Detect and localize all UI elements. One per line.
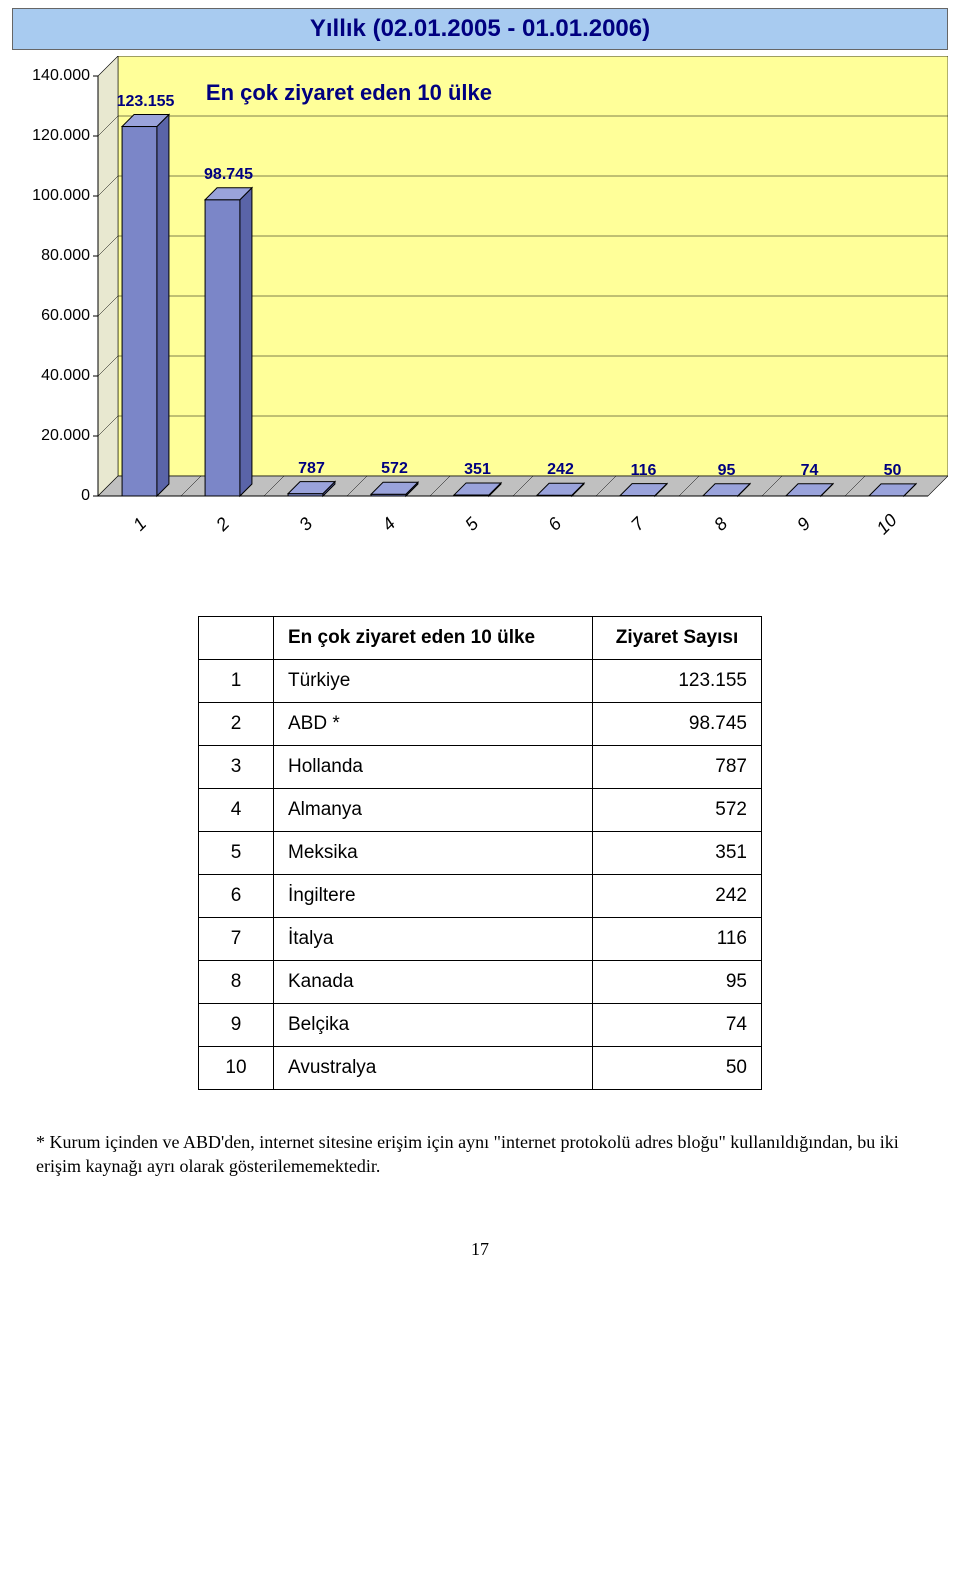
- table-row: 8Kanada95: [199, 961, 762, 1004]
- cell-rank: 8: [199, 961, 274, 1004]
- header-country: En çok ziyaret eden 10 ülke: [274, 617, 593, 660]
- cell-rank: 6: [199, 875, 274, 918]
- table-row: 1Türkiye123.155: [199, 660, 762, 703]
- chart-subtitle: En çok ziyaret eden 10 ülke: [206, 80, 492, 106]
- table-header-row: En çok ziyaret eden 10 ülke Ziyaret Sayı…: [199, 617, 762, 660]
- bar-value-label: 74: [801, 462, 819, 480]
- cell-rank: 2: [199, 703, 274, 746]
- bar-value-label: 351: [464, 461, 491, 479]
- cell-country: İtalya: [274, 918, 593, 961]
- table-row: 2ABD *98.745: [199, 703, 762, 746]
- cell-country: Avustralya: [274, 1047, 593, 1090]
- y-tick-label: 120.000: [32, 127, 90, 145]
- y-tick-label: 20.000: [41, 427, 90, 445]
- cell-country: ABD *: [274, 703, 593, 746]
- y-tick-label: 140.000: [32, 67, 90, 85]
- footnote: * Kurum içinden ve ABD'den, internet sit…: [36, 1130, 924, 1179]
- bar-value-label: 787: [298, 460, 325, 478]
- cell-value: 351: [593, 832, 762, 875]
- header-rank: [199, 617, 274, 660]
- cell-country: Belçika: [274, 1004, 593, 1047]
- page-title-bar: Yıllık (02.01.2005 - 01.01.2006): [12, 8, 948, 50]
- cell-country: Kanada: [274, 961, 593, 1004]
- page-title: Yıllık (02.01.2005 - 01.01.2006): [310, 15, 650, 43]
- cell-value: 116: [593, 918, 762, 961]
- cell-country: Almanya: [274, 789, 593, 832]
- y-tick-label: 80.000: [41, 247, 90, 265]
- y-tick-label: 40.000: [41, 367, 90, 385]
- table-row: 10Avustralya50: [199, 1047, 762, 1090]
- countries-table: En çok ziyaret eden 10 ülke Ziyaret Sayı…: [198, 616, 762, 1090]
- bar-value-label: 98.745: [204, 166, 253, 184]
- y-tick-label: 0: [81, 487, 90, 505]
- countries-bar-chart: En çok ziyaret eden 10 ülke 0 20.000 40.00…: [12, 56, 948, 576]
- cell-rank: 3: [199, 746, 274, 789]
- cell-value: 95: [593, 961, 762, 1004]
- page: Yıllık (02.01.2005 - 01.01.2006) En çok …: [0, 8, 960, 1260]
- cell-rank: 9: [199, 1004, 274, 1047]
- y-tick-label: 60.000: [41, 307, 90, 325]
- header-value: Ziyaret Sayısı: [593, 617, 762, 660]
- cell-value: 572: [593, 789, 762, 832]
- table-row: 6İngiltere242: [199, 875, 762, 918]
- table-body: 1Türkiye123.1552ABD *98.7453Hollanda7874…: [199, 660, 762, 1090]
- cell-rank: 7: [199, 918, 274, 961]
- chart-svg: [12, 56, 948, 576]
- bar-value-label: 95: [718, 462, 736, 480]
- table-row: 9Belçika74: [199, 1004, 762, 1047]
- table-row: 4Almanya572: [199, 789, 762, 832]
- cell-value: 98.745: [593, 703, 762, 746]
- cell-rank: 5: [199, 832, 274, 875]
- cell-rank: 1: [199, 660, 274, 703]
- table-row: 3Hollanda787: [199, 746, 762, 789]
- cell-value: 74: [593, 1004, 762, 1047]
- cell-rank: 4: [199, 789, 274, 832]
- page-number: 17: [0, 1239, 960, 1260]
- cell-value: 787: [593, 746, 762, 789]
- bar-value-label: 572: [381, 460, 408, 478]
- bar-value-label: 116: [631, 462, 657, 480]
- bar-value-label: 123.155: [117, 93, 175, 111]
- cell-value: 242: [593, 875, 762, 918]
- cell-rank: 10: [199, 1047, 274, 1090]
- y-tick-label: 100.000: [32, 187, 90, 205]
- cell-country: İngiltere: [274, 875, 593, 918]
- table-row: 7İtalya116: [199, 918, 762, 961]
- bar-value-label: 50: [884, 462, 902, 480]
- cell-country: Meksika: [274, 832, 593, 875]
- cell-value: 50: [593, 1047, 762, 1090]
- bar-value-label: 242: [547, 461, 574, 479]
- table-row: 5Meksika351: [199, 832, 762, 875]
- cell-value: 123.155: [593, 660, 762, 703]
- cell-country: Türkiye: [274, 660, 593, 703]
- cell-country: Hollanda: [274, 746, 593, 789]
